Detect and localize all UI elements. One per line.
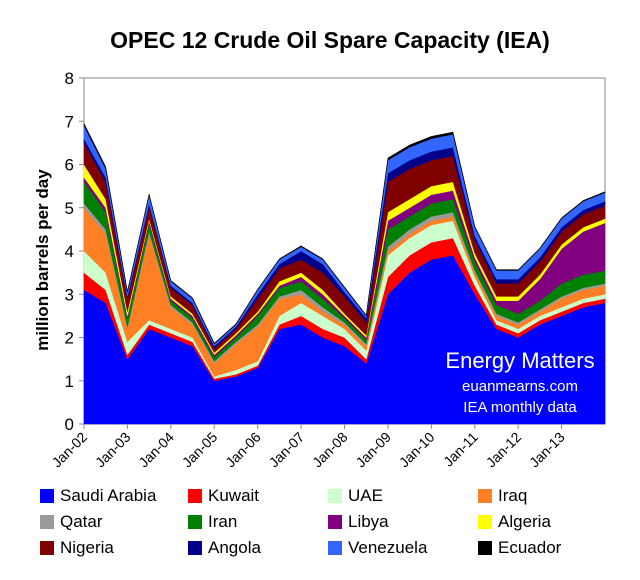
y-tick-label: 7 (65, 112, 74, 131)
legend-swatch (328, 541, 342, 555)
x-tick-label: Jan-12 (483, 429, 525, 471)
annotation-energy-matters: Energy Matters (445, 348, 594, 373)
legend-swatch (328, 515, 342, 529)
x-tick-label: Jan-08 (309, 429, 351, 471)
x-tick-label: Jan-04 (135, 429, 177, 471)
area-ecuador (83, 123, 606, 345)
x-tick-label: Jan-11 (440, 429, 481, 470)
legend-swatch (328, 489, 342, 503)
y-tick-label: 3 (65, 285, 74, 304)
legend-label: Angola (208, 538, 261, 557)
stacked-areas (83, 123, 606, 425)
legend-item-uae: UAE (328, 486, 383, 506)
legend-item-venezuela: Venezuela (328, 538, 427, 558)
x-tick-label: Jan-06 (222, 429, 264, 471)
legend-item-qatar: Qatar (40, 512, 103, 532)
x-tick-label: Jan-07 (266, 429, 308, 471)
legend-label: Algeria (498, 512, 551, 531)
x-tick-label: Jan-03 (92, 429, 134, 471)
legend-swatch (188, 489, 202, 503)
legend-swatch (188, 515, 202, 529)
x-axis: Jan-02 Jan-03 Jan-04 Jan-05 Jan-06 Jan-07 Jan-… (49, 424, 568, 470)
y-tick-label: 2 (65, 329, 74, 348)
y-tick-label: 4 (65, 242, 74, 261)
legend-swatch (188, 541, 202, 555)
y-axis-label: million barrels per day (33, 169, 52, 351)
y-tick-label: 1 (65, 372, 74, 391)
x-tick-label: Jan-05 (179, 429, 221, 471)
chart-title: OPEC 12 Crude Oil Spare Capacity (IEA) (110, 27, 550, 53)
legend-item-ecuador: Ecuador (478, 538, 561, 558)
legend-item-angola: Angola (188, 538, 261, 558)
annotation-group: Energy Matters euanmearns.com IEA monthl… (445, 348, 594, 416)
legend-item-nigeria: Nigeria (40, 538, 114, 558)
legend-label: Nigeria (60, 538, 114, 557)
legend-swatch (478, 515, 492, 529)
legend-item-iran: Iran (188, 512, 237, 532)
x-tick-label: Jan-10 (396, 429, 438, 471)
x-tick-label: Jan-09 (352, 429, 394, 471)
y-axis: 0 1 2 3 4 5 6 7 8 (65, 69, 84, 434)
y-tick-label: 8 (65, 69, 74, 88)
legend-label: Iraq (498, 486, 528, 505)
y-tick-label: 0 (65, 415, 74, 434)
legend-label: Venezuela (348, 538, 428, 557)
legend-label: Iran (208, 512, 238, 531)
legend-item-algeria: Algeria (478, 512, 551, 532)
x-tick-label: Jan-02 (49, 429, 91, 471)
legend-swatch (40, 515, 54, 529)
legend-label: Libya (348, 512, 389, 531)
annotation-euanmearns: euanmearns.com (462, 378, 578, 395)
legend-swatch (40, 489, 54, 503)
legend-swatch (40, 541, 54, 555)
legend-label: Saudi Arabia (60, 486, 157, 505)
legend-label: UAE (348, 486, 383, 505)
legend-item-saudi-arabia: Saudi Arabia (40, 486, 156, 506)
legend-label: Ecuador (498, 538, 562, 557)
legend-label: Qatar (60, 512, 103, 531)
legend-item-libya: Libya (328, 512, 389, 532)
y-tick-label: 5 (65, 199, 74, 218)
legend-item-kuwait: Kuwait (188, 486, 259, 506)
legend-item-iraq: Iraq (478, 486, 527, 506)
y-tick-label: 6 (65, 156, 74, 175)
annotation-iea-monthly: IEA monthly data (463, 399, 577, 416)
x-tick-label: Jan-13 (526, 429, 568, 471)
legend-label: Kuwait (208, 486, 260, 505)
legend-swatch (478, 489, 492, 503)
legend-swatch (478, 541, 492, 555)
